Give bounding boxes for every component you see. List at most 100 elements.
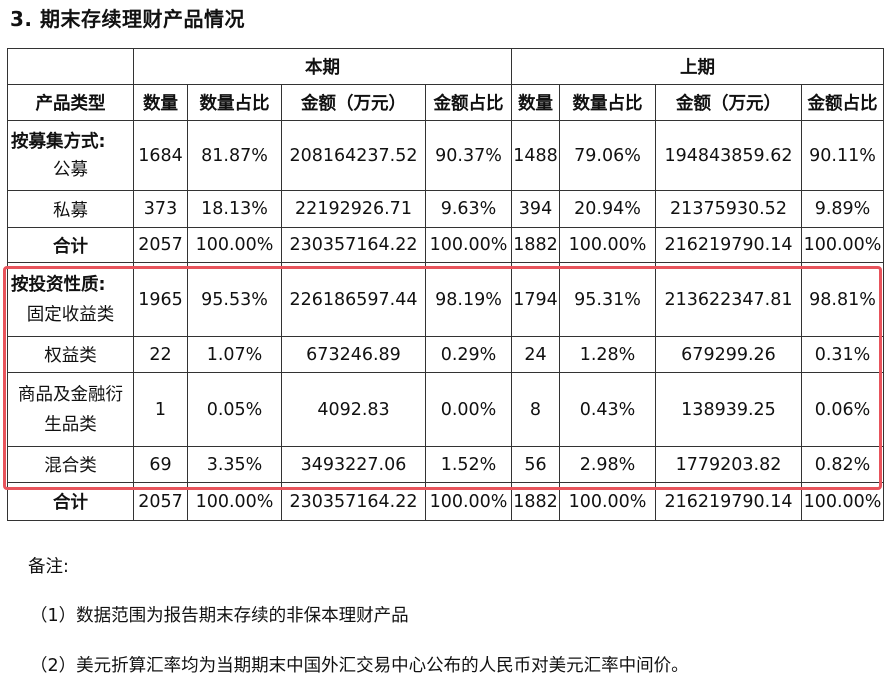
table-cell: 100.00% (187, 227, 282, 263)
table-cell: 2057 (133, 482, 188, 521)
cur-count-share-header: 数量占比 (187, 84, 282, 121)
prev-amount-header: 金额（万元） (655, 84, 802, 121)
table-cell: 0.29% (425, 336, 512, 373)
table-cell: 1.28% (559, 336, 656, 373)
row-label-line2: 生品类 (44, 414, 97, 435)
prev-count-share-header: 数量占比 (559, 84, 656, 121)
cur-amount-share-header: 金额占比 (425, 84, 512, 121)
row-label: 混合类 (7, 446, 134, 483)
table-cell: 1 (133, 372, 188, 447)
table-cell: 0.05% (187, 372, 282, 447)
table-cell: 0.43% (559, 372, 656, 447)
table-cell: 0.06% (801, 372, 884, 447)
table-cell: 1882 (511, 482, 560, 521)
row-label-text: 公募 (53, 159, 88, 180)
table-cell: 3493227.06 (281, 446, 426, 483)
prev-count-header: 数量 (511, 84, 560, 121)
table-cell: 679299.26 (655, 336, 802, 373)
table-cell: 230357164.22 (281, 482, 426, 521)
table-cell: 0.31% (801, 336, 884, 373)
products-table: 本期 上期 产品类型 数量 数量占比 金额（万元） 金额占比 数量 数量占比 金… (7, 48, 884, 521)
table-cell: 4092.83 (281, 372, 426, 447)
table-row: 按投资性质: 固定收益类 1965 95.53% 226186597.44 98… (7, 262, 884, 337)
table-cell: 216219790.14 (655, 227, 802, 263)
table-cell: 673246.89 (281, 336, 426, 373)
table-cell: 79.06% (559, 120, 656, 191)
table-cell: 2057 (133, 227, 188, 263)
prev-amount-share-header: 金额占比 (801, 84, 884, 121)
table-cell: 208164237.52 (281, 120, 426, 191)
row-label-line1: 商品及金融衍 (18, 384, 123, 405)
section-label-nature: 按投资性质: (11, 274, 106, 295)
table-cell: 394 (511, 190, 560, 228)
table-cell: 22 (133, 336, 188, 373)
table-row: 混合类 69 3.35% 3493227.06 1.52% 56 2.98% 1… (7, 446, 884, 483)
table-cell: 1488 (511, 120, 560, 191)
table-cell: 98.19% (425, 262, 512, 337)
table-cell: 100.00% (801, 482, 884, 521)
cur-count-header: 数量 (133, 84, 188, 121)
table-cell: 0.00% (425, 372, 512, 447)
row-label: 私募 (7, 190, 134, 228)
table-cell: 216219790.14 (655, 482, 802, 521)
table-cell: 1.07% (187, 336, 282, 373)
table-cell: 194843859.62 (655, 120, 802, 191)
table-cell: 1779203.82 (655, 446, 802, 483)
period-header-row: 本期 上期 (7, 48, 884, 85)
table-cell: 24 (511, 336, 560, 373)
table-row-total: 合计 2057 100.00% 230357164.22 100.00% 188… (7, 482, 884, 521)
table-cell: 90.11% (801, 120, 884, 191)
table-cell: 100.00% (559, 482, 656, 521)
table-cell: 1794 (511, 262, 560, 337)
table-cell: 100.00% (425, 482, 512, 521)
row-label: 商品及金融衍 生品类 (7, 372, 134, 447)
table-cell: 0.82% (801, 446, 884, 483)
section-label-raising: 按募集方式: (11, 131, 106, 152)
row-label: 权益类 (7, 336, 134, 373)
note-1: （1）数据范围为报告期末存续的非保本理财产品 (30, 606, 409, 626)
table-cell: 230357164.22 (281, 227, 426, 263)
row-label: 合计 (7, 227, 134, 263)
table-cell: 1882 (511, 227, 560, 263)
table-cell: 90.37% (425, 120, 512, 191)
table-cell: 9.89% (801, 190, 884, 228)
table-cell: 95.53% (187, 262, 282, 337)
table-cell: 100.00% (187, 482, 282, 521)
section-title: 3. 期末存续理财产品情况 (10, 7, 245, 31)
table-row-total: 合计 2057 100.00% 230357164.22 100.00% 188… (7, 227, 884, 263)
table-cell: 98.81% (801, 262, 884, 337)
note-2: （2）美元折算汇率均为当期期末中国外汇交易中心公布的人民币对美元汇率中间价。 (30, 656, 689, 676)
table-cell: 226186597.44 (281, 262, 426, 337)
table-cell: 138939.25 (655, 372, 802, 447)
table-row: 私募 373 18.13% 22192926.71 9.63% 394 20.9… (7, 190, 884, 228)
table-row: 按募集方式: 公募 1684 81.87% 208164237.52 90.37… (7, 120, 884, 191)
table-cell: 81.87% (187, 120, 282, 191)
product-type-header: 产品类型 (7, 84, 134, 121)
table-cell: 1.52% (425, 446, 512, 483)
table-cell: 69 (133, 446, 188, 483)
row-label: 合计 (7, 482, 134, 521)
table-cell: 100.00% (425, 227, 512, 263)
table-cell: 1965 (133, 262, 188, 337)
table-cell: 8 (511, 372, 560, 447)
table-cell: 9.63% (425, 190, 512, 228)
row-label-text: 固定收益类 (26, 304, 115, 325)
table-cell: 100.00% (559, 227, 656, 263)
table-row: 商品及金融衍 生品类 1 0.05% 4092.83 0.00% 8 0.43%… (7, 372, 884, 447)
table-cell: 100.00% (801, 227, 884, 263)
table-cell: 56 (511, 446, 560, 483)
table-cell: 18.13% (187, 190, 282, 228)
table-cell: 20.94% (559, 190, 656, 228)
prior-period-header: 上期 (511, 48, 884, 85)
row-label: 按投资性质: 固定收益类 (7, 262, 134, 337)
column-header-row: 产品类型 数量 数量占比 金额（万元） 金额占比 数量 数量占比 金额（万元） … (7, 84, 884, 121)
table-cell: 21375930.52 (655, 190, 802, 228)
table-cell: 373 (133, 190, 188, 228)
current-period-header: 本期 (133, 48, 512, 85)
table-cell: 2.98% (559, 446, 656, 483)
table-cell: 95.31% (559, 262, 656, 337)
cur-amount-header: 金额（万元） (281, 84, 426, 121)
row-label: 按募集方式: 公募 (7, 120, 134, 191)
corner-cell (7, 48, 134, 85)
table-row: 权益类 22 1.07% 673246.89 0.29% 24 1.28% 67… (7, 336, 884, 373)
